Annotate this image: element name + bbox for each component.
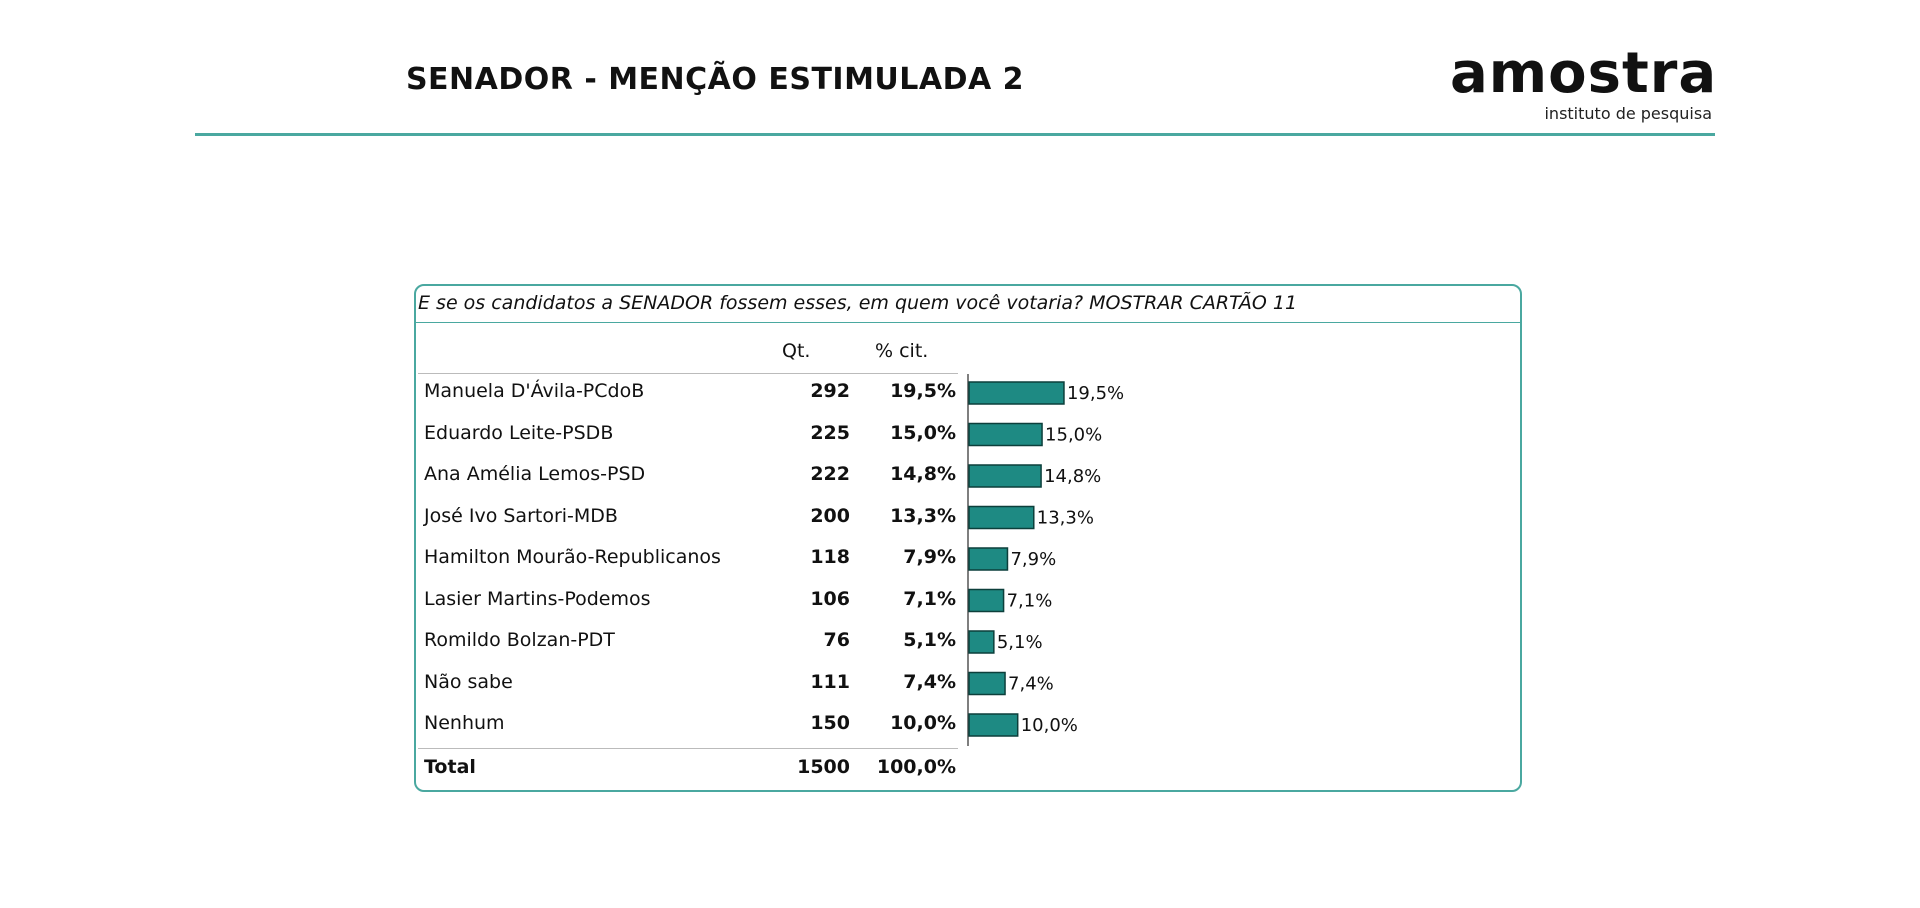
amostra-logo: amostra instituto de pesquisa bbox=[1450, 41, 1718, 124]
bar-value-label: 7,4% bbox=[1008, 674, 1054, 695]
qt-header: Qt. bbox=[782, 340, 811, 362]
bar-value-label: 13,3% bbox=[1037, 508, 1094, 529]
row-qt: 118 bbox=[810, 546, 850, 568]
pct-header: % cit. bbox=[875, 340, 929, 362]
row-qt: 76 bbox=[823, 629, 850, 651]
row-label: Lasier Martins-Podemos bbox=[424, 587, 651, 610]
question-text: E se os candidatos a SENADOR fossem esse… bbox=[418, 292, 1298, 314]
row-qt: 225 bbox=[810, 421, 850, 444]
row-qt: 222 bbox=[810, 463, 850, 485]
bar-group: 19,5% 15,0% 14,8% 13,3% 7,9% 7,1% 5,1% 7,4% 10,0… bbox=[968, 381, 1124, 737]
row-pct: 5,1% bbox=[903, 629, 956, 651]
header-row-divider bbox=[418, 373, 958, 374]
question-divider bbox=[414, 322, 1522, 323]
row-qt: 292 bbox=[810, 380, 850, 402]
row-pct: 7,9% bbox=[903, 546, 956, 568]
row-pct: 14,8% bbox=[890, 463, 956, 485]
results-panel bbox=[414, 284, 1522, 792]
total-pct: 100,0% bbox=[876, 756, 956, 778]
bar bbox=[968, 464, 1042, 488]
row-pct: 7,1% bbox=[903, 587, 956, 610]
row-pct: 15,0% bbox=[890, 421, 956, 444]
bar-value-label: 5,1% bbox=[997, 632, 1043, 653]
total-label: Total bbox=[424, 756, 476, 778]
page-title: SENADOR - MENÇÃO ESTIMULADA 2 bbox=[405, 62, 1025, 97]
logo-subtitle: instituto de pesquisa bbox=[1544, 104, 1712, 123]
row-pct: 19,5% bbox=[890, 380, 956, 402]
row-label: Nenhum bbox=[424, 712, 505, 734]
bar bbox=[968, 422, 1043, 447]
row-label: Eduardo Leite-PSDB bbox=[424, 421, 614, 444]
row-label: José Ivo Sartori-MDB bbox=[424, 504, 618, 527]
bar-value-label: 19,5% bbox=[1067, 383, 1124, 404]
row-pct: 7,4% bbox=[903, 670, 956, 693]
row-label: Ana Amélia Lemos-PSD bbox=[424, 463, 646, 485]
bar-value-label: 14,8% bbox=[1044, 466, 1101, 487]
bar bbox=[968, 547, 1009, 571]
row-label: Hamilton Mourão-Republicanos bbox=[424, 546, 721, 568]
header-divider bbox=[195, 133, 1715, 136]
row-qt: 106 bbox=[810, 587, 850, 610]
total-qt: 1500 bbox=[797, 756, 850, 778]
total-divider bbox=[418, 748, 958, 749]
row-label: Romildo Bolzan-PDT bbox=[424, 629, 615, 651]
row-pct: 13,3% bbox=[890, 504, 956, 527]
row-qt: 111 bbox=[810, 670, 850, 693]
logo-wordmark: amostra bbox=[1450, 41, 1718, 106]
row-qt: 150 bbox=[810, 712, 850, 734]
bar-value-label: 15,0% bbox=[1045, 425, 1102, 446]
bar bbox=[968, 713, 1019, 737]
bar bbox=[968, 630, 995, 654]
row-qt: 200 bbox=[810, 504, 850, 527]
bar bbox=[968, 671, 1006, 696]
bar bbox=[968, 381, 1065, 405]
bar bbox=[968, 505, 1035, 530]
bar-value-label: 7,1% bbox=[1007, 591, 1053, 612]
row-label: Manuela D'Ávila-PCdoB bbox=[424, 380, 645, 402]
bar-value-label: 10,0% bbox=[1021, 715, 1078, 736]
row-pct: 10,0% bbox=[890, 712, 956, 734]
row-label: Não sabe bbox=[424, 670, 513, 693]
bar bbox=[968, 588, 1005, 613]
bar-value-label: 7,9% bbox=[1010, 549, 1056, 570]
